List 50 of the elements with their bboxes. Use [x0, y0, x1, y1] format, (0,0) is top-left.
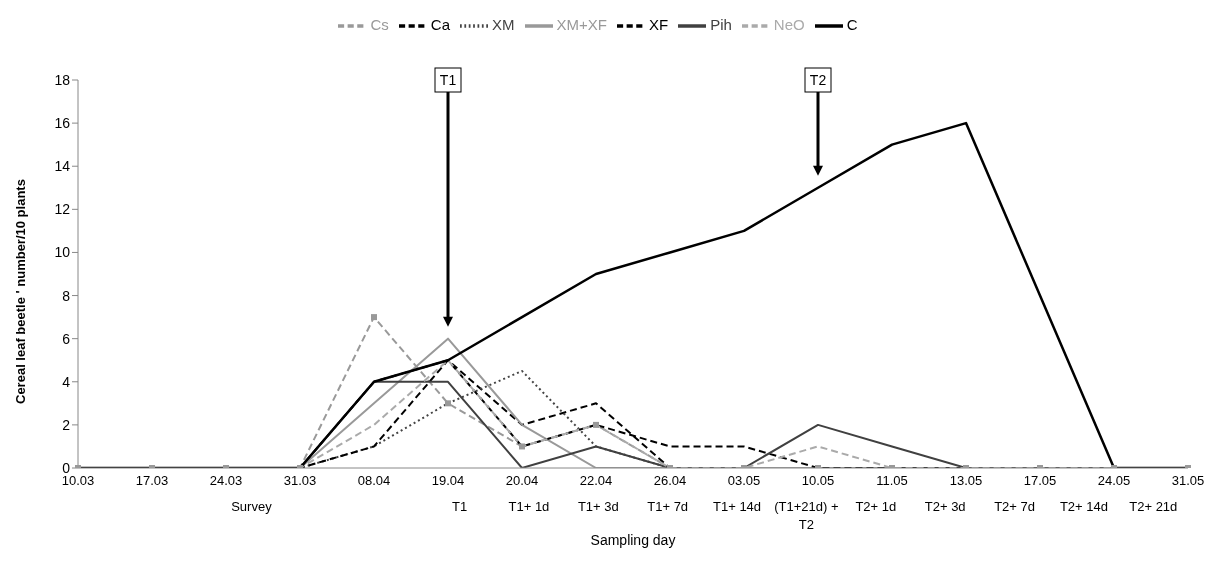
x-tick-label: 17.03 [135, 473, 169, 489]
text: T1 [450, 498, 469, 516]
text: T1+ 14d [712, 498, 763, 516]
y-tick-label: 6 [62, 330, 71, 347]
y-tick-label: 8 [62, 287, 71, 304]
y-tick-label: 10 [54, 244, 71, 261]
legend-label: XF [648, 15, 669, 33]
y-tick-label: 12 [54, 201, 71, 218]
x-tick-label: 31.05 [1171, 473, 1205, 489]
x-tick-label: 10.03 [61, 473, 95, 489]
text: T2+ 21d [1128, 498, 1179, 516]
x-tick-label: 24.03 [209, 473, 243, 489]
x-axis-title: Sampling day [590, 532, 676, 548]
x-tick-label: 22.04 [579, 473, 613, 489]
y-tick-label: 0 [62, 459, 71, 476]
x-tick-label: 10.05 [801, 473, 835, 489]
legend-label: XM+XF [556, 15, 607, 33]
legend-label: Cs [370, 15, 389, 33]
legend-label: XM [492, 15, 515, 33]
legend-label: Pih [710, 15, 732, 33]
y-tick-label: 18 [54, 71, 71, 88]
text: T1+ 7d [646, 498, 690, 516]
text: Survey [230, 498, 273, 516]
x-tick-label: 26.04 [653, 473, 687, 489]
y-tick-label: 16 [54, 115, 71, 132]
x-tick-label: 11.05 [876, 473, 908, 489]
x-tick-label: 03.05 [727, 473, 761, 489]
x-tick-label: 17.05 [1023, 473, 1057, 489]
legend-label: Ca [430, 15, 451, 33]
legend-label: NeO [773, 15, 805, 33]
x-tick-label: 19.04 [431, 473, 465, 489]
legend-label: C [846, 15, 858, 33]
text: T1+ 3d [576, 498, 620, 516]
y-tick-label: 2 [62, 416, 71, 433]
text: T2+ 1d [854, 498, 898, 516]
annotation: T1 [439, 72, 457, 88]
x-tick-label: 20.04 [505, 473, 539, 489]
text: T2+ 3d [923, 498, 967, 516]
text: T2+ 14d [1058, 498, 1109, 516]
text: T2+ 7d [993, 498, 1036, 516]
y-axis-title: Cereal leaf beetle ' number/10 plants [12, 179, 28, 404]
x-tick-label: 31.03 [283, 473, 317, 489]
y-tick-label: 14 [54, 158, 71, 175]
text: T1+ 1d [507, 498, 551, 516]
annotation: T2 [809, 72, 827, 88]
text: (T1+21d) + T2 [773, 498, 840, 534]
x-tick-label: 24.05 [1097, 473, 1131, 489]
x-tick-label: 08.04 [357, 473, 391, 489]
y-tick-label: 4 [62, 373, 71, 390]
x-tick-label: 13.05 [949, 473, 983, 489]
